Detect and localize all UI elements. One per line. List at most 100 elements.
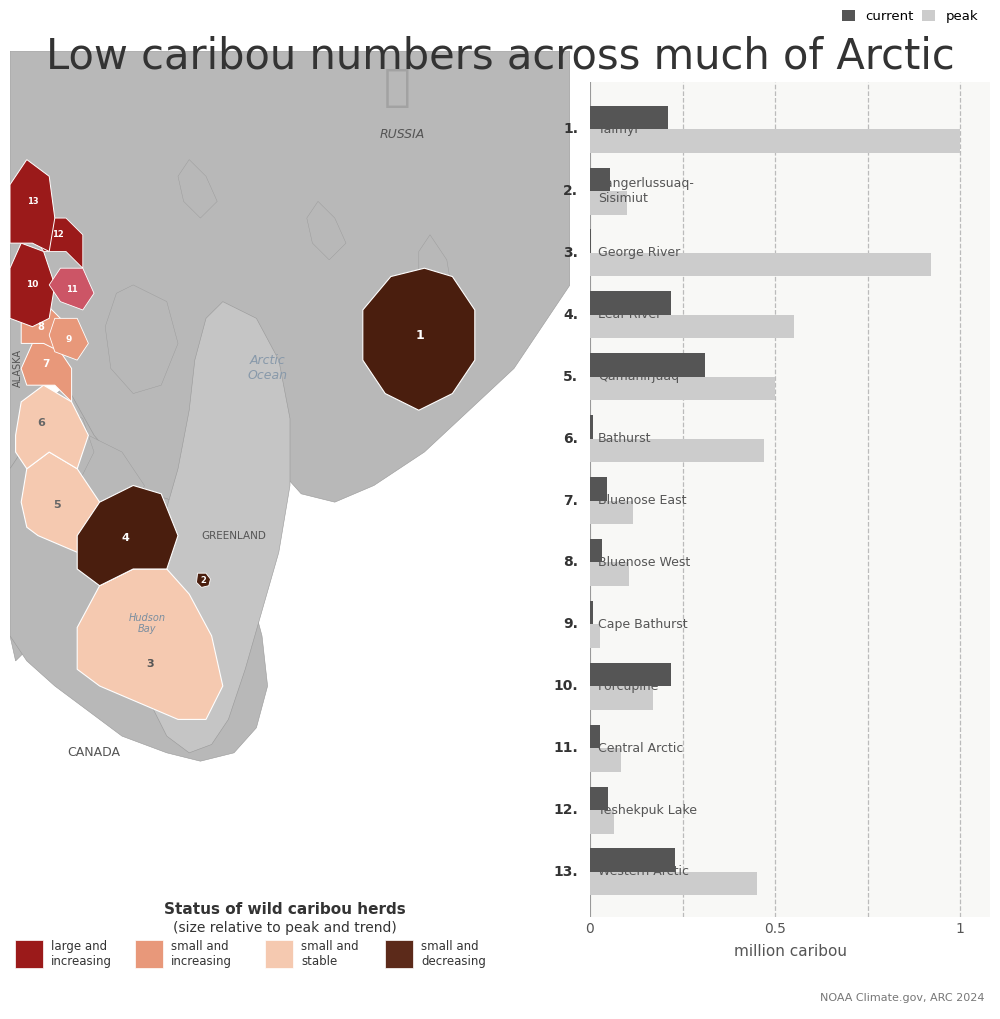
Bar [590, 415, 593, 438]
Bar [590, 625, 600, 648]
Polygon shape [10, 218, 49, 469]
Text: Bluenose East: Bluenose East [598, 494, 686, 507]
Text: Status of wild caribou herds: Status of wild caribou herds [164, 902, 406, 917]
Text: George River: George River [598, 247, 680, 260]
Bar [590, 229, 591, 253]
Text: 10.: 10. [553, 680, 578, 693]
Bar [590, 725, 600, 748]
Text: 5: 5 [53, 500, 61, 510]
Text: 1: 1 [416, 329, 424, 342]
Text: 13: 13 [27, 197, 38, 206]
Text: 6.: 6. [563, 432, 578, 445]
Text: 2: 2 [201, 576, 206, 585]
Polygon shape [72, 435, 144, 536]
Text: GREENLAND: GREENLAND [202, 531, 266, 541]
Text: Cape Bathurst: Cape Bathurst [598, 618, 688, 631]
Text: 12: 12 [52, 230, 63, 239]
Text: RUSSIA: RUSSIA [379, 128, 425, 141]
Text: Qamanirjuaq: Qamanirjuaq [598, 370, 679, 383]
Bar [590, 377, 775, 400]
Polygon shape [49, 268, 94, 310]
Text: 1.: 1. [563, 122, 578, 137]
Polygon shape [10, 469, 49, 661]
Text: 4: 4 [121, 533, 129, 543]
Text: (size relative to peak and trend): (size relative to peak and trend) [173, 921, 397, 935]
Text: large and
increasing: large and increasing [51, 940, 112, 968]
Text: small and
decreasing: small and decreasing [421, 940, 486, 968]
Text: Leaf River: Leaf River [598, 309, 661, 321]
Polygon shape [105, 285, 178, 393]
Polygon shape [10, 385, 268, 761]
Polygon shape [21, 452, 100, 552]
Polygon shape [307, 202, 346, 260]
Bar [590, 662, 671, 686]
Polygon shape [144, 502, 245, 686]
Text: 12.: 12. [553, 803, 578, 817]
Legend: current, peak: current, peak [836, 4, 983, 29]
Text: 4.: 4. [563, 308, 578, 322]
Text: CANADA: CANADA [68, 746, 121, 759]
Bar [590, 872, 757, 896]
Bar [590, 315, 794, 338]
Text: 11: 11 [66, 284, 77, 293]
Polygon shape [144, 302, 290, 753]
Bar [590, 601, 593, 625]
Text: Porcupine: Porcupine [598, 680, 659, 693]
Text: small and
increasing: small and increasing [171, 940, 232, 968]
Text: 8.: 8. [563, 555, 578, 570]
Text: 6: 6 [37, 418, 45, 428]
Text: ALASKA: ALASKA [13, 350, 23, 387]
Bar [590, 849, 675, 872]
Polygon shape [363, 268, 475, 411]
Text: Central Arctic: Central Arctic [598, 742, 683, 755]
Text: Kangerlussuaq-
Sisimiut: Kangerlussuaq- Sisimiut [598, 177, 695, 205]
Text: 9: 9 [66, 334, 72, 343]
Polygon shape [16, 385, 88, 469]
Text: Arctic
Ocean: Arctic Ocean [248, 355, 288, 382]
Bar [590, 810, 614, 834]
Polygon shape [44, 401, 94, 485]
Polygon shape [419, 234, 452, 302]
Text: Hudson
Bay: Hudson Bay [129, 612, 166, 634]
Text: 3.: 3. [563, 246, 578, 260]
Text: Low caribou numbers across much of Arctic: Low caribou numbers across much of Arcti… [46, 36, 954, 77]
Bar [590, 129, 960, 153]
Text: Bathurst: Bathurst [598, 432, 652, 445]
Text: 3: 3 [146, 658, 154, 668]
Bar [590, 167, 610, 192]
Text: 7: 7 [43, 360, 50, 369]
Polygon shape [77, 485, 178, 586]
Text: 13.: 13. [553, 865, 578, 879]
Polygon shape [196, 573, 210, 587]
Bar [590, 748, 621, 771]
Polygon shape [21, 343, 72, 401]
Polygon shape [178, 160, 217, 218]
Text: 8: 8 [37, 322, 44, 332]
Text: 10: 10 [26, 280, 39, 289]
Bar [590, 539, 602, 562]
Text: Western Arctic: Western Arctic [598, 865, 689, 878]
Polygon shape [77, 569, 223, 719]
Bar [590, 354, 705, 377]
Text: Bluenose West: Bluenose West [598, 556, 690, 569]
Polygon shape [21, 302, 60, 352]
X-axis label: million caribou: million caribou [734, 945, 846, 959]
Polygon shape [10, 244, 55, 327]
Polygon shape [32, 218, 83, 268]
Text: 2.: 2. [563, 184, 578, 198]
Bar [590, 686, 653, 710]
Text: small and
stable: small and stable [301, 940, 359, 968]
Polygon shape [10, 51, 570, 502]
Text: Teshekpuk Lake: Teshekpuk Lake [598, 804, 697, 816]
Bar [590, 253, 931, 276]
Polygon shape [49, 318, 88, 360]
Bar [590, 477, 607, 500]
Bar [590, 106, 668, 129]
Text: NOAA Climate.gov, ARC 2024: NOAA Climate.gov, ARC 2024 [820, 993, 985, 1003]
Bar [590, 562, 629, 586]
Text: 7.: 7. [563, 493, 578, 507]
Bar [590, 438, 764, 463]
Text: Taimyr: Taimyr [598, 122, 640, 136]
Bar [590, 787, 608, 810]
Text: 11.: 11. [553, 741, 578, 755]
